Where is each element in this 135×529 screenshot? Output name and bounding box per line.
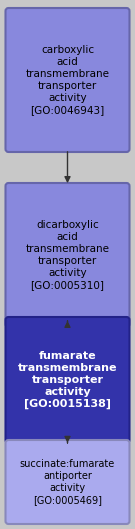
FancyBboxPatch shape xyxy=(6,317,129,443)
Text: fumarate
transmembrane
transporter
activity
[GO:0015138]: fumarate transmembrane transporter activ… xyxy=(18,351,117,409)
FancyBboxPatch shape xyxy=(6,8,129,152)
FancyBboxPatch shape xyxy=(6,440,129,524)
FancyBboxPatch shape xyxy=(6,183,129,327)
Text: dicarboxylic
acid
transmembrane
transporter
activity
[GO:0005310]: dicarboxylic acid transmembrane transpor… xyxy=(26,220,109,290)
Text: succinate:fumarate
antiporter
activity
[GO:0005469]: succinate:fumarate antiporter activity [… xyxy=(20,459,115,505)
Text: carboxylic
acid
transmembrane
transporter
activity
[GO:0046943]: carboxylic acid transmembrane transporte… xyxy=(26,45,109,115)
